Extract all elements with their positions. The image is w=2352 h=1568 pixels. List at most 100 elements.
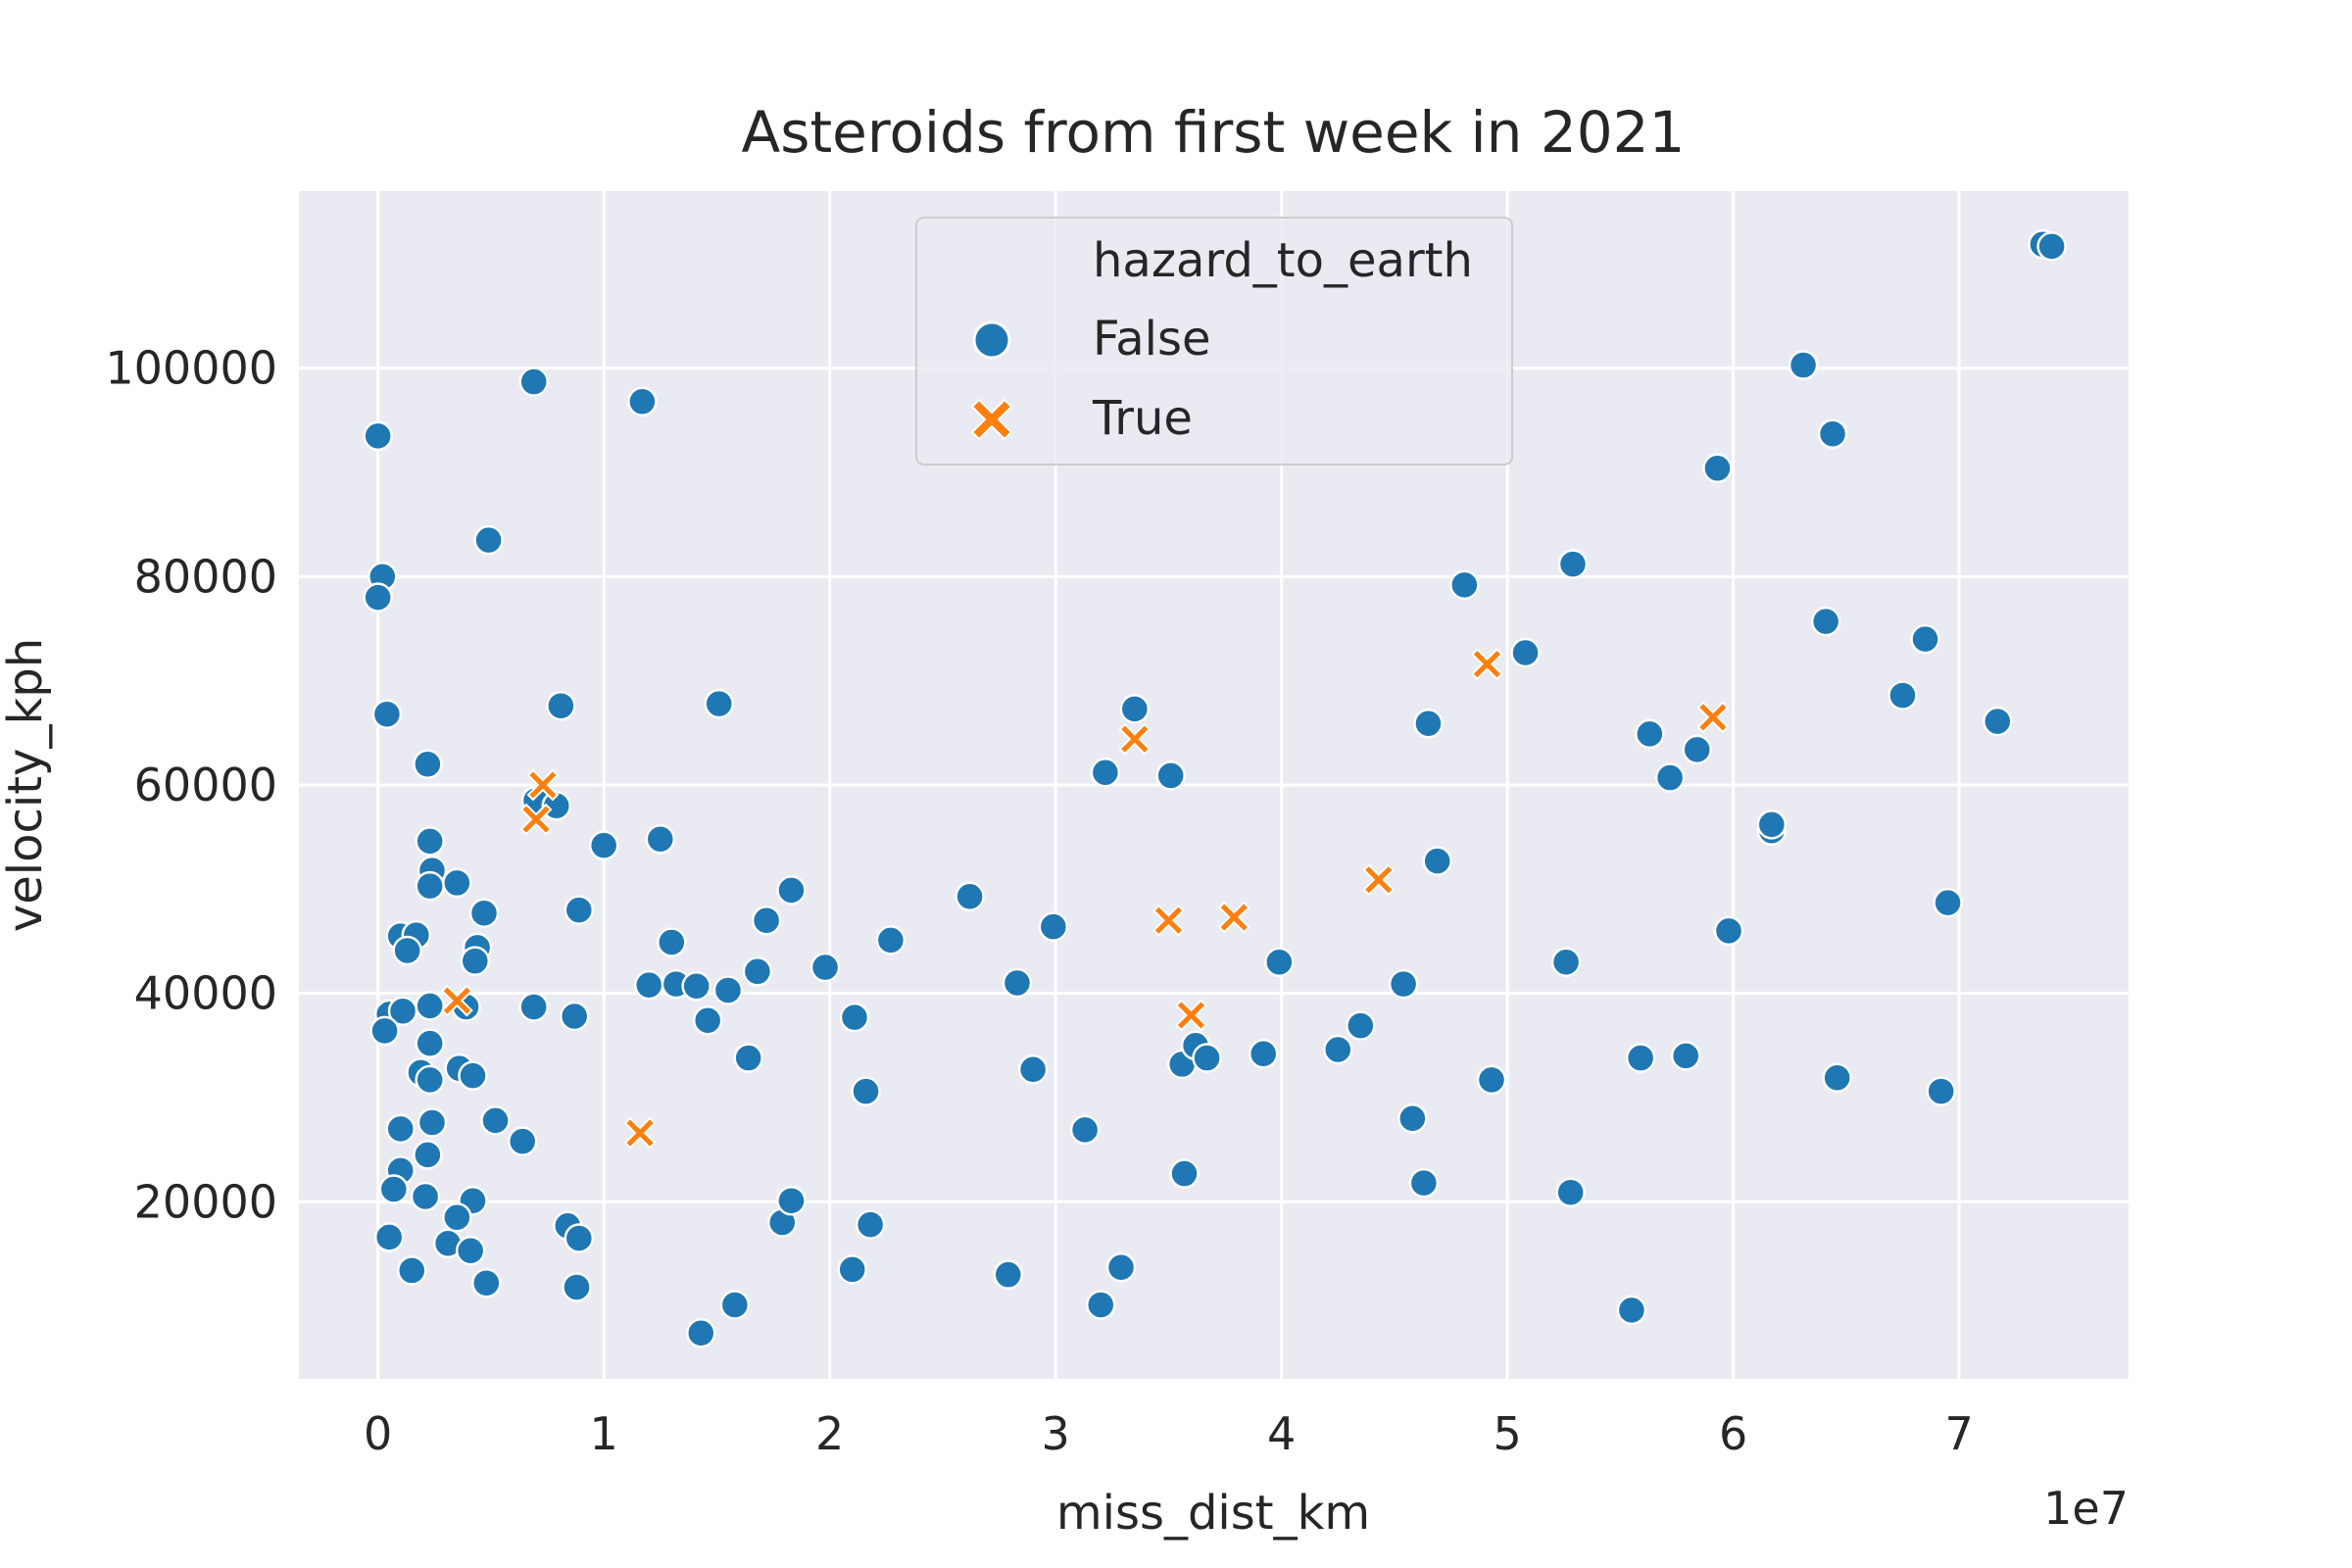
data-point-false: [839, 1002, 870, 1033]
data-point-false: [546, 690, 576, 721]
x-tick-label: 7: [1944, 1407, 1973, 1460]
y-tick-label: 80000: [134, 550, 277, 603]
y-tick-label: 60000: [134, 759, 277, 811]
data-point-false: [681, 970, 711, 1002]
data-point-false: [1192, 1043, 1222, 1073]
data-point-false: [471, 1267, 502, 1298]
data-point-false: [1388, 968, 1419, 1000]
data-point-false: [460, 946, 491, 976]
data-point-false: [415, 870, 445, 902]
data-point-true: [519, 803, 553, 836]
data-point-false: [442, 1201, 472, 1233]
data-point-true: [1152, 904, 1185, 937]
y-tick-label: 100000: [105, 342, 277, 395]
legend: hazard_to_earth False True: [915, 217, 1513, 466]
x-tick-label: 5: [1494, 1407, 1522, 1460]
data-point-false: [704, 688, 734, 719]
data-point-false: [1670, 1041, 1701, 1071]
x-axis-label: miss_dist_km: [1056, 1486, 1370, 1541]
data-point-true: [1175, 999, 1207, 1032]
data-point-false: [1069, 1114, 1101, 1146]
data-point-false: [1346, 1010, 1376, 1041]
data-point-false: [776, 875, 807, 906]
data-point-false: [413, 749, 443, 779]
data-point-false: [1616, 1295, 1647, 1326]
legend-title: hazard_to_earth: [1093, 233, 1473, 288]
data-point-false: [1654, 762, 1686, 793]
data-point-false: [645, 824, 676, 855]
data-point-false: [1822, 1062, 1852, 1093]
data-point-true: [1696, 701, 1730, 734]
x-tick-label: 1: [590, 1407, 618, 1460]
data-point-false: [413, 1140, 443, 1170]
data-point-false: [657, 927, 687, 957]
chart-title: Asteroids from first week in 2021: [742, 99, 1686, 166]
data-point-true: [526, 768, 560, 802]
data-point-false: [1119, 694, 1151, 724]
data-point-false: [1086, 1290, 1116, 1320]
data-point-false: [955, 881, 985, 912]
data-point-false: [742, 956, 773, 987]
data-point-false: [363, 582, 393, 612]
data-point-false: [1169, 1158, 1200, 1189]
data-point-false: [588, 830, 619, 860]
data-point-false: [396, 1255, 427, 1286]
data-point-false: [733, 1043, 763, 1073]
data-point-false: [1887, 680, 1918, 710]
data-point-true: [1470, 648, 1503, 681]
data-point-false: [692, 1005, 723, 1036]
data-point-false: [1323, 1034, 1353, 1065]
data-point-false: [415, 1064, 445, 1096]
data-point-true: [1217, 901, 1250, 934]
data-point-false: [1422, 846, 1452, 876]
data-point-false: [1682, 734, 1713, 765]
y-tick-label: 20000: [134, 1175, 277, 1228]
data-point-false: [1702, 453, 1733, 484]
data-point-false: [1408, 1167, 1440, 1199]
data-point-false: [541, 791, 572, 821]
data-point-false: [378, 1174, 410, 1204]
data-point-false: [371, 699, 403, 729]
data-point-true: [623, 1116, 657, 1150]
y-tick-label: 40000: [134, 967, 277, 1020]
data-point-false: [564, 895, 595, 925]
legend-box: [915, 217, 1513, 466]
data-point-false: [1090, 757, 1121, 788]
data-point-false: [1038, 911, 1069, 942]
data-point-false: [1105, 1251, 1137, 1283]
data-point-false: [1756, 809, 1788, 840]
x-tick-label: 3: [1042, 1407, 1070, 1460]
data-points: [363, 228, 2067, 1348]
data-point-false: [1910, 623, 1940, 655]
data-point-true: [440, 984, 473, 1017]
data-point-false: [415, 826, 445, 857]
data-point-false: [719, 1290, 751, 1320]
data-point-false: [1557, 549, 1589, 579]
data-point-false: [518, 992, 549, 1022]
data-point-false: [1017, 1054, 1049, 1085]
data-point-false: [416, 1107, 448, 1138]
data-point-false: [1550, 947, 1582, 977]
data-point-false: [562, 1272, 592, 1302]
data-point-false: [1983, 706, 2013, 737]
data-point-false: [1933, 887, 1963, 918]
data-point-false: [1926, 1076, 1956, 1106]
data-point-false: [1625, 1043, 1656, 1073]
data-point-false: [776, 1185, 807, 1216]
legend-marker-false: [972, 320, 1011, 360]
data-point-false: [875, 925, 906, 956]
data-point-false: [369, 1015, 400, 1047]
data-point-false: [712, 975, 744, 1005]
x-axis-offset-label: 1e7: [2043, 1482, 2129, 1535]
data-point-false: [1810, 606, 1841, 637]
data-point-true: [1118, 722, 1152, 756]
data-point-false: [455, 1235, 486, 1266]
y-axis-ticks: 20000 40000 60000 80000 100000: [105, 342, 277, 1229]
data-point-false: [1397, 1102, 1428, 1134]
data-point-false: [1788, 350, 1819, 380]
x-tick-label: 4: [1267, 1407, 1296, 1460]
data-point-false: [1510, 637, 1541, 668]
data-point-false: [855, 1209, 886, 1240]
